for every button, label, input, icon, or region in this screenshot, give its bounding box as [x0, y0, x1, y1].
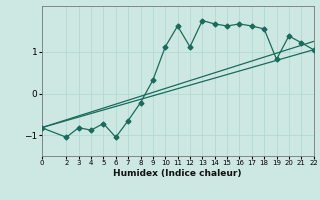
X-axis label: Humidex (Indice chaleur): Humidex (Indice chaleur): [113, 169, 242, 178]
